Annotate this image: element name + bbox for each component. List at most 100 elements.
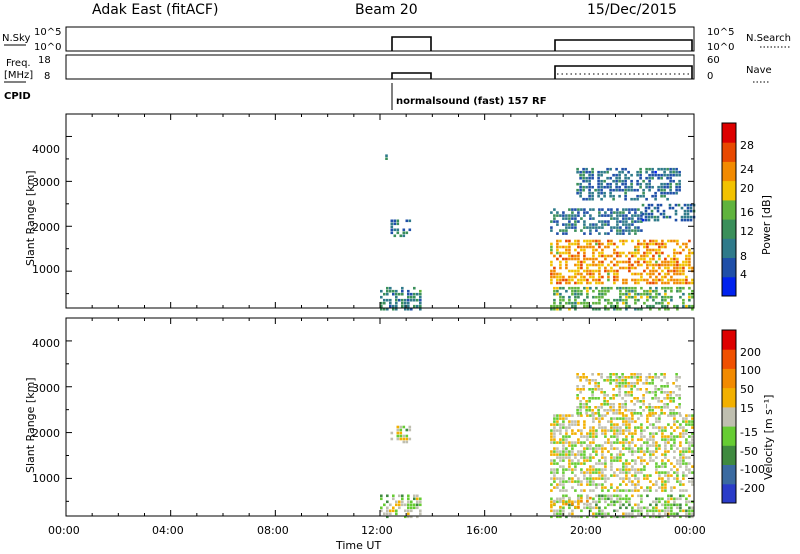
colorbar-segment <box>722 161 736 182</box>
heatmap-cell <box>592 245 595 249</box>
heatmap-cell <box>401 304 404 308</box>
heatmap-cell <box>595 429 598 432</box>
heatmap-cell <box>645 382 648 385</box>
heatmap-cell <box>637 483 640 486</box>
heatmap-cell <box>612 394 615 397</box>
heatmap-cell <box>604 214 607 217</box>
heatmap-cell <box>410 295 413 299</box>
heatmap-cell <box>591 397 594 400</box>
heatmap-cell <box>655 417 658 420</box>
heatmap-cell <box>407 503 410 507</box>
heatmap-cell <box>627 188 630 192</box>
heatmap-cell <box>664 480 667 483</box>
heatmap-cell <box>625 459 628 462</box>
heatmap-cell <box>664 307 667 311</box>
heatmap-cell <box>625 506 628 510</box>
heatmap-cell <box>637 480 640 483</box>
heatmap-cell <box>639 167 642 171</box>
heatmap-cell <box>661 251 664 255</box>
heatmap-cell <box>607 272 610 276</box>
heatmap-cell <box>402 434 406 438</box>
heatmap-cell <box>625 441 628 444</box>
heatmap-cell <box>550 251 553 255</box>
heatmap-cell <box>553 453 556 456</box>
heatmap-cell <box>609 182 612 186</box>
xtick-0800: 08:00 <box>257 524 289 537</box>
heatmap-cell <box>676 257 679 261</box>
heatmap-cell <box>565 515 568 519</box>
heatmap-cell <box>592 301 595 305</box>
heatmap-cell <box>667 512 670 516</box>
heatmap-cell <box>613 429 616 432</box>
heatmap-cell <box>631 435 634 438</box>
heatmap-cell <box>610 420 613 423</box>
heatmap-cell <box>619 232 622 235</box>
heatmap-cell <box>646 441 649 444</box>
heatmap-cell <box>598 497 601 501</box>
heatmap-cell <box>598 459 601 462</box>
heatmap-cell <box>637 251 640 255</box>
heatmap-cell <box>568 414 571 417</box>
heatmap-cell <box>565 426 568 429</box>
heatmap-cell <box>624 379 627 382</box>
heatmap-cell <box>654 373 657 376</box>
heatmap-cell <box>622 229 625 232</box>
heatmap-cell <box>613 226 616 229</box>
heatmap-cell <box>688 257 691 261</box>
heatmap-cell <box>640 423 643 426</box>
heatmap-cell <box>607 503 610 507</box>
heatmap-cell <box>598 208 601 211</box>
heatmap-cell <box>666 197 669 201</box>
heatmap-cell <box>661 435 664 438</box>
heatmap-cell <box>634 229 637 232</box>
heatmap-cell <box>607 263 610 267</box>
heatmap-cell <box>598 506 601 510</box>
heatmap-cell <box>637 292 640 296</box>
heatmap-cell <box>628 229 631 232</box>
heatmap-cell <box>664 275 667 279</box>
heatmap-cell <box>595 450 598 453</box>
heatmap-cell <box>574 456 577 459</box>
heatmap-cell <box>676 260 679 264</box>
heatmap-cell <box>568 435 571 438</box>
heatmap-cell <box>571 211 574 214</box>
heatmap-cell <box>688 468 691 471</box>
heatmap-cell <box>688 248 691 252</box>
heatmap-cell <box>679 251 682 255</box>
heatmap-cell <box>673 477 676 480</box>
heatmap-cell <box>607 242 610 246</box>
heatmap-cell <box>600 391 603 394</box>
heatmap-cell <box>628 489 631 492</box>
heatmap-cell <box>401 289 404 293</box>
heatmap-cell <box>643 254 646 258</box>
heatmap-cell <box>634 254 637 258</box>
heatmap-cell <box>667 441 670 444</box>
heatmap-cell <box>592 441 595 444</box>
heatmap-cell <box>616 432 619 435</box>
heatmap-cell <box>619 429 622 432</box>
heatmap-cell <box>550 275 553 279</box>
heatmap-cell <box>649 292 652 296</box>
heatmap-cell <box>657 397 660 400</box>
heatmap-cell <box>565 301 568 305</box>
heatmap-cell <box>556 248 559 252</box>
heatmap-cell <box>601 226 604 229</box>
heatmap-cell <box>691 292 694 296</box>
heatmap-cell <box>640 456 643 459</box>
heatmap-cell <box>691 512 694 516</box>
heatmap-cell <box>628 217 631 220</box>
heatmap-cell <box>625 278 628 282</box>
heatmap-cell <box>595 242 598 246</box>
heatmap-cell <box>646 486 649 489</box>
heatmap-cell <box>583 239 586 243</box>
heatmap-cell <box>666 173 669 177</box>
heatmap-cell <box>648 188 651 192</box>
heatmap-cell <box>562 509 565 513</box>
heatmap-cell <box>603 409 606 412</box>
heatmap-cell <box>591 391 594 394</box>
heatmap-cell <box>562 438 565 441</box>
heatmap-cell <box>592 263 595 267</box>
heatmap-cell <box>669 400 672 403</box>
heatmap-cell <box>639 373 642 376</box>
heatmap-cell <box>399 437 403 441</box>
